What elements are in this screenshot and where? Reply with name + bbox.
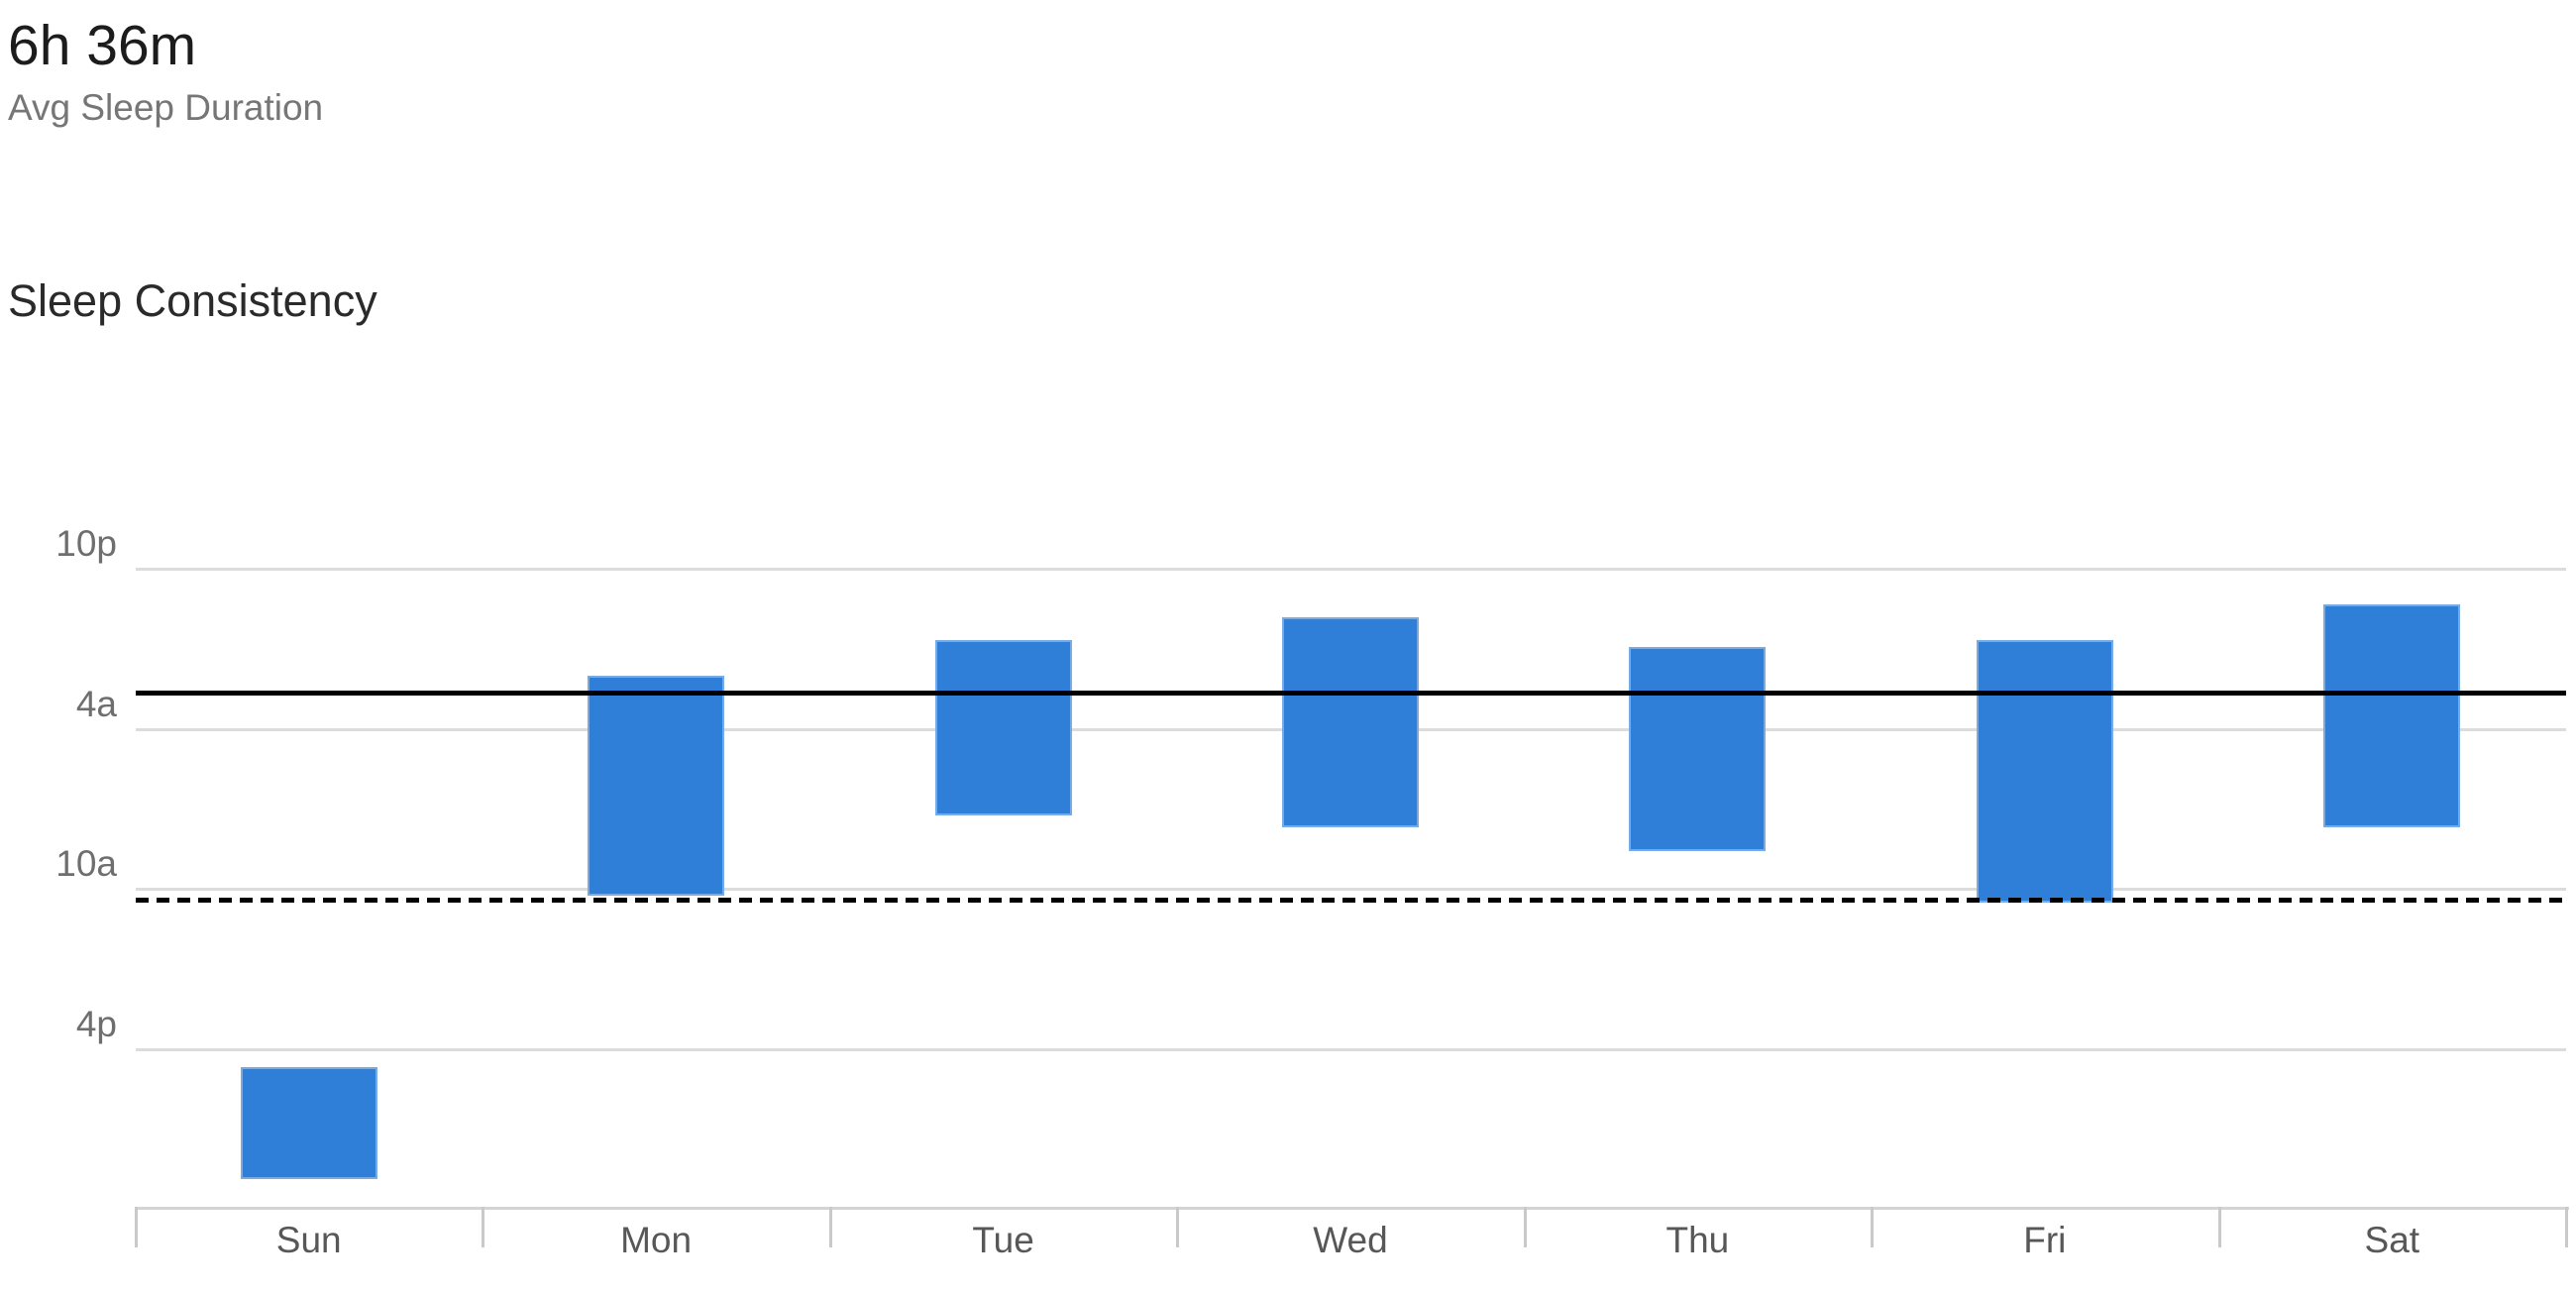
bar-tue[interactable] [934,640,1072,816]
y-axis-label-4a: 4a [75,683,117,724]
gridline-4p [136,1048,2566,1052]
bar-sat[interactable] [2323,603,2461,828]
y-axis-label-4p: 4p [75,1004,117,1045]
day-label-sat: Sat [2364,1220,2420,1260]
x-axis-tick [1871,1207,1875,1247]
day-label-sun: Sun [275,1220,342,1260]
day-label-tue: Tue [972,1220,1034,1260]
bar-thu[interactable] [1629,646,1767,852]
x-axis-tick [828,1207,832,1247]
x-axis-tick [1523,1207,1527,1247]
bar-wed[interactable] [1282,617,1419,828]
x-axis-tick [2217,1207,2221,1247]
gridline-10p [136,568,2566,571]
typical-bedtime-line [136,691,2566,697]
day-label-thu: Thu [1665,1220,1730,1260]
y-axis-label-10p: 10p [55,523,117,564]
chart-title: Sleep Consistency [8,275,377,326]
typical-wake-time-line [136,898,2566,904]
x-axis-tick [482,1207,485,1247]
x-axis-tick [135,1207,138,1247]
avg-sleep-duration-label: Avg Sleep Duration [8,87,324,128]
day-label-wed: Wed [1313,1220,1388,1260]
bar-fri[interactable] [1976,640,2113,903]
y-axis-label-10a: 10a [55,843,117,885]
x-axis-tick [1176,1207,1180,1247]
x-axis-line [136,1207,2569,1210]
bar-mon[interactable] [588,675,725,897]
x-axis-tick [2565,1207,2568,1247]
gridline-10a [136,888,2566,892]
day-label-mon: Mon [620,1220,693,1260]
avg-sleep-duration-value: 6h 36m [8,14,197,77]
day-label-fri: Fri [2023,1220,2067,1260]
bar-sun[interactable] [240,1067,377,1180]
